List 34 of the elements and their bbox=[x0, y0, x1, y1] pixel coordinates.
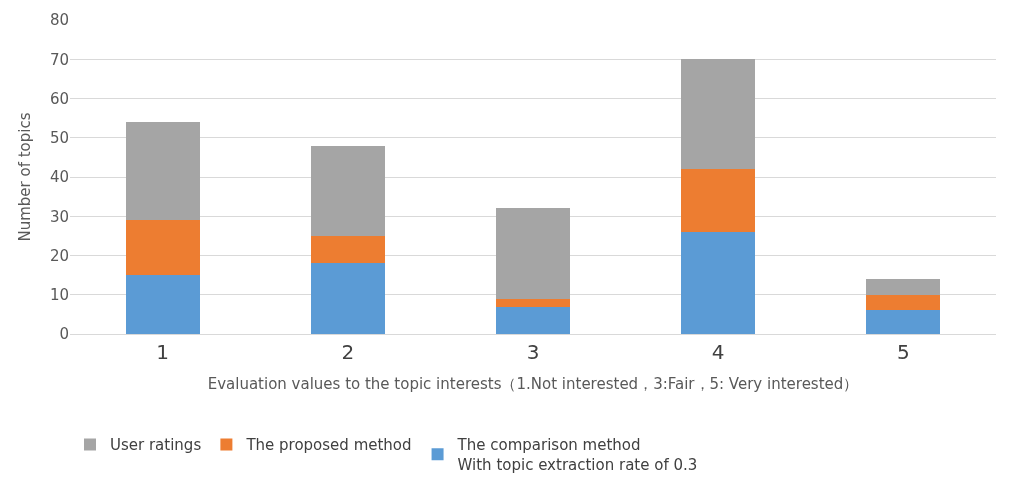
y-tick-label: 70 bbox=[49, 50, 69, 69]
x-tick-label: 2 bbox=[341, 340, 355, 364]
y-axis-title: Number of topics bbox=[16, 112, 35, 242]
y-tick-label: 0 bbox=[59, 325, 69, 344]
bar bbox=[866, 294, 941, 311]
bar bbox=[310, 145, 385, 236]
y-tick-label: 30 bbox=[49, 207, 69, 226]
bar bbox=[310, 263, 385, 334]
bar bbox=[125, 122, 200, 221]
y-tick-label: 20 bbox=[49, 246, 69, 265]
bar bbox=[681, 59, 756, 170]
bar bbox=[681, 231, 756, 334]
y-tick-label: 10 bbox=[49, 286, 69, 304]
bar bbox=[310, 235, 385, 264]
legend-label: User ratings bbox=[110, 436, 202, 455]
bar bbox=[495, 306, 571, 334]
legend-label: The proposed method bbox=[245, 436, 412, 455]
legend-label: The comparison method With topic extraction rate of 0.3 bbox=[456, 436, 698, 474]
bar bbox=[866, 279, 941, 295]
x-tick-label: 3 bbox=[526, 340, 540, 364]
bar bbox=[495, 208, 571, 299]
x-tick-label: 5 bbox=[897, 340, 910, 364]
y-tick-label: 60 bbox=[49, 89, 69, 108]
y-tick-label: 80 bbox=[49, 11, 69, 30]
y-tick-label: 40 bbox=[49, 168, 69, 187]
x-axis-title: Evaluation values to the topic interests（1.Not interested，3:Fair，5: Very interested） bbox=[207, 375, 859, 393]
x-tick-label: 1 bbox=[156, 340, 169, 364]
x-tick-label: 4 bbox=[711, 340, 725, 364]
bar bbox=[125, 220, 200, 276]
y-tick-label: 50 bbox=[49, 129, 69, 147]
bar bbox=[866, 310, 941, 334]
bar bbox=[681, 169, 756, 232]
bar bbox=[495, 298, 571, 307]
bar bbox=[125, 275, 200, 334]
